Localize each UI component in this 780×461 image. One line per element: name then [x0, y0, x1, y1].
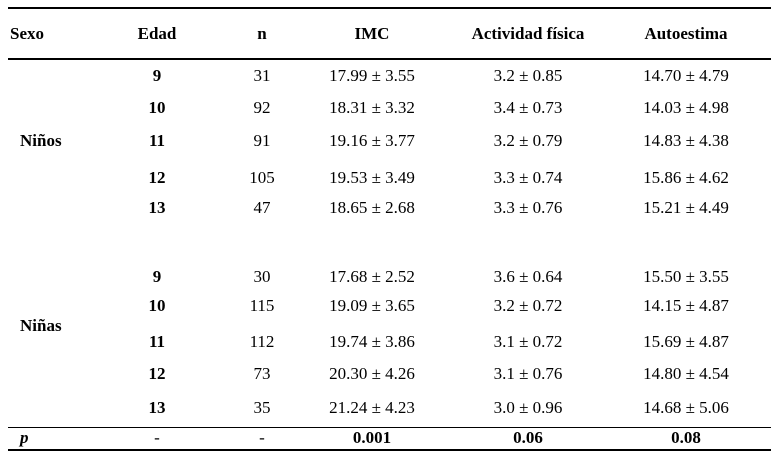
table-top-rule — [8, 7, 771, 9]
cell-actividad: 3.2 ± 0.79 — [493, 131, 563, 150]
cell-actividad: 3.1 ± 0.76 — [493, 364, 563, 383]
cell-autoestima: 14.15 ± 4.87 — [643, 296, 729, 315]
header-edad: Edad — [137, 24, 177, 43]
cell-edad: 12 — [148, 364, 166, 383]
cell-n: 115 — [249, 296, 275, 315]
cell-imc: 19.74 ± 3.86 — [329, 332, 415, 351]
cell-edad: 9 — [152, 267, 162, 286]
cell-autoestima: 15.21 ± 4.49 — [643, 198, 729, 217]
cell-n: 91 — [253, 131, 271, 150]
p-n: - — [259, 428, 265, 447]
p-edad: - — [154, 428, 160, 447]
table-bottom-rule — [8, 449, 771, 451]
cell-actividad: 3.3 ± 0.74 — [493, 168, 563, 187]
cell-imc: 18.65 ± 2.68 — [329, 198, 415, 217]
cell-n: 31 — [253, 66, 271, 85]
header-imc: IMC — [354, 24, 390, 43]
cell-imc: 19.53 ± 3.49 — [329, 168, 415, 187]
cell-autoestima: 15.50 ± 3.55 — [643, 267, 729, 286]
cell-edad: 11 — [148, 131, 166, 150]
header-actividad: Actividad física — [471, 24, 585, 43]
cell-imc: 17.99 ± 3.55 — [329, 66, 415, 85]
cell-imc: 19.09 ± 3.65 — [329, 296, 415, 315]
cell-n: 35 — [253, 398, 271, 417]
group-label-ninos: Niños — [20, 131, 62, 150]
group-label-ninas: Niñas — [20, 316, 62, 335]
cell-autoestima: 14.70 ± 4.79 — [643, 66, 729, 85]
cell-n: 112 — [249, 332, 275, 351]
cell-autoestima: 15.86 ± 4.62 — [643, 168, 729, 187]
cell-n: 73 — [253, 364, 271, 383]
cell-n: 92 — [253, 98, 271, 117]
cell-autoestima: 14.68 ± 5.06 — [643, 398, 729, 417]
cell-autoestima: 15.69 ± 4.87 — [643, 332, 729, 351]
p-imc: 0.001 — [352, 428, 392, 447]
cell-imc: 20.30 ± 4.26 — [329, 364, 415, 383]
cell-edad: 10 — [148, 296, 166, 315]
cell-edad: 13 — [148, 198, 166, 217]
cell-n: 105 — [249, 168, 275, 187]
cell-imc: 21.24 ± 4.23 — [329, 398, 415, 417]
cell-actividad: 3.1 ± 0.72 — [493, 332, 563, 351]
header-bottom-rule — [8, 58, 771, 60]
cell-actividad: 3.2 ± 0.72 — [493, 296, 563, 315]
cell-actividad: 3.4 ± 0.73 — [493, 98, 563, 117]
header-n: n — [257, 24, 267, 43]
cell-edad: 13 — [148, 398, 166, 417]
cell-autoestima: 14.80 ± 4.54 — [643, 364, 729, 383]
cell-actividad: 3.2 ± 0.85 — [493, 66, 563, 85]
cell-edad: 10 — [148, 98, 166, 117]
cell-autoestima: 14.03 ± 4.98 — [643, 98, 729, 117]
cell-actividad: 3.3 ± 0.76 — [493, 198, 563, 217]
p-actividad: 0.06 — [513, 428, 543, 447]
cell-edad: 9 — [152, 66, 162, 85]
cell-imc: 17.68 ± 2.52 — [329, 267, 415, 286]
cell-imc: 19.16 ± 3.77 — [329, 131, 415, 150]
header-sexo: Sexo — [10, 24, 44, 43]
cell-n: 47 — [253, 198, 271, 217]
cell-actividad: 3.0 ± 0.96 — [493, 398, 563, 417]
p-row-top-rule — [8, 427, 771, 428]
header-autoestima: Autoestima — [644, 24, 728, 43]
cell-imc: 18.31 ± 3.32 — [329, 98, 415, 117]
cell-edad: 11 — [148, 332, 166, 351]
p-autoestima: 0.08 — [671, 428, 701, 447]
cell-edad: 12 — [148, 168, 166, 187]
cell-n: 30 — [253, 267, 271, 286]
p-label: p — [20, 428, 29, 447]
cell-actividad: 3.6 ± 0.64 — [493, 267, 563, 286]
cell-autoestima: 14.83 ± 4.38 — [643, 131, 729, 150]
